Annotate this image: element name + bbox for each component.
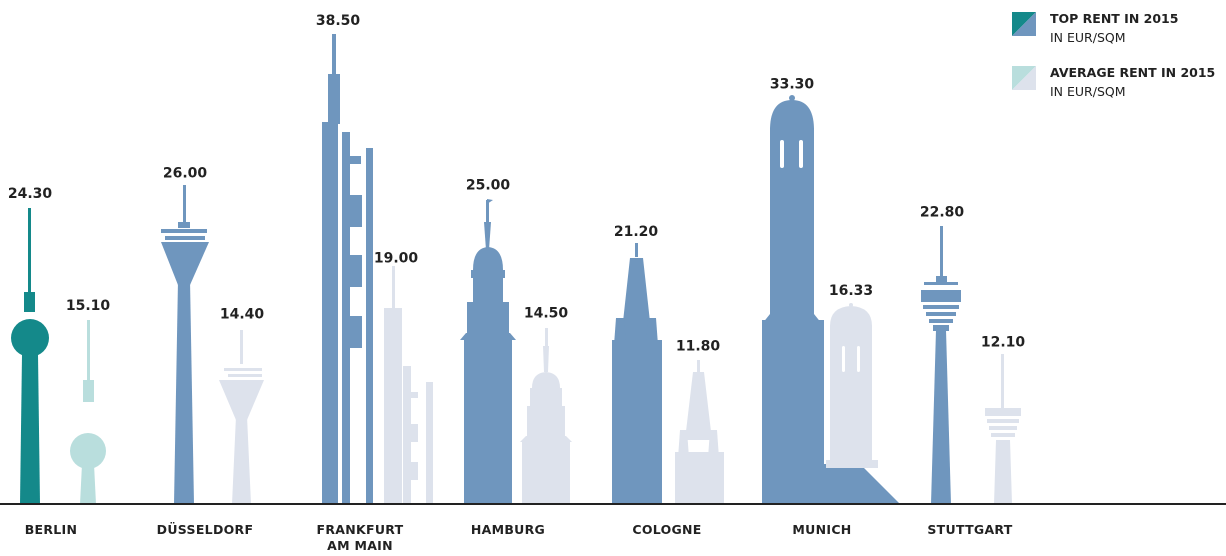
top-rent-value-5: 33.30 xyxy=(770,76,815,92)
top-rent-value-4: 21.20 xyxy=(614,224,659,240)
category-label-6: STUTTGART xyxy=(927,522,1012,537)
legend: TOP RENT IN 2015 IN EUR/SQM AVERAGE RENT… xyxy=(1012,11,1215,99)
frankfurt-average-rent-landmark xyxy=(384,266,433,504)
average-rent-value-4: 11.80 xyxy=(676,338,721,354)
top-rent-value-2: 38.50 xyxy=(316,13,361,29)
category-label-2-line1: AM MAIN xyxy=(327,538,393,553)
category-label-3: HAMBURG xyxy=(471,522,545,537)
legend-label-average-rent: AVERAGE RENT IN 2015 xyxy=(1050,65,1215,80)
munich-top-rent-landmark xyxy=(762,95,900,504)
average-rent-value-6: 12.10 xyxy=(981,335,1026,351)
category-label-0: BERLIN xyxy=(25,522,78,537)
munich-average-rent-landmark xyxy=(826,303,878,468)
legend-item-average-rent: AVERAGE RENT IN 2015 IN EUR/SQM xyxy=(1012,65,1215,99)
stuttgart-average-rent-landmark xyxy=(985,354,1021,504)
average-rent-value-0: 15.10 xyxy=(66,298,111,314)
average-rent-value-3: 14.50 xyxy=(524,305,569,321)
legend-item-top-rent: TOP RENT IN 2015 IN EUR/SQM xyxy=(1012,11,1178,45)
category-label-4: COLOGNE xyxy=(632,522,701,537)
category-label-1: DÜSSELDORF xyxy=(157,522,254,537)
legend-unit-average-rent: IN EUR/SQM xyxy=(1050,84,1126,99)
hamburg-top-rent-landmark xyxy=(460,199,516,504)
category-label-5: MUNICH xyxy=(792,522,851,537)
top-rent-value-0: 24.30 xyxy=(8,186,53,202)
cologne-top-rent-landmark xyxy=(612,243,662,504)
frankfurt-top-rent-landmark xyxy=(322,34,373,504)
average-rent-value-1: 14.40 xyxy=(220,307,265,323)
legend-label-top-rent: TOP RENT IN 2015 xyxy=(1050,11,1178,26)
top-rent-value-3: 25.00 xyxy=(466,178,511,194)
legend-unit-top-rent: IN EUR/SQM xyxy=(1050,30,1126,45)
baseline xyxy=(0,503,1226,505)
hamburg-average-rent-landmark xyxy=(520,328,572,504)
stuttgart-top-rent-landmark xyxy=(921,226,961,504)
top-rent-value-1: 26.00 xyxy=(163,165,208,181)
dusseldorf-average-rent-landmark xyxy=(219,330,264,504)
average-rent-value-5: 16.33 xyxy=(829,283,873,299)
berlin-top-rent-landmark xyxy=(11,208,49,504)
category-label-2: FRANKFURT xyxy=(317,522,404,537)
dusseldorf-top-rent-landmark xyxy=(161,185,209,504)
value-labels: 24.30 26.00 38.50 25.00 21.20 33.30 22.80 15.10… xyxy=(8,13,1026,354)
cologne-average-rent-landmark xyxy=(675,360,724,504)
top-rent-value-6: 22.80 xyxy=(920,204,965,220)
average-rent-value-2: 19.00 xyxy=(374,251,419,267)
berlin-average-rent-landmark xyxy=(70,320,106,504)
